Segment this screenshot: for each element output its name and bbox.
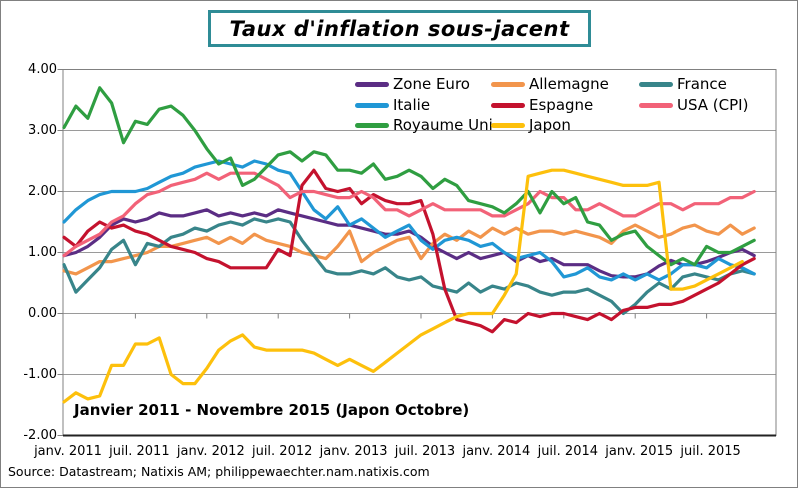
source-note: Source: Datastream; Natixis AM; philippe… bbox=[8, 464, 430, 479]
legend-swatch-usa-cpi bbox=[639, 103, 673, 108]
x-axis-label-8: juil. 2014 bbox=[537, 444, 599, 459]
x-axis-label-7: janv. 2014 bbox=[462, 444, 531, 459]
series-line-allemagne bbox=[62, 223, 756, 276]
chart-title: Taux d'inflation sous-jacent bbox=[229, 16, 570, 41]
series-line-espagne bbox=[62, 168, 756, 334]
legend-label-allemagne: Allemagne bbox=[529, 75, 609, 93]
legend-swatch-italie bbox=[355, 103, 389, 108]
series-line-italie bbox=[62, 159, 756, 282]
x-axis-label-3: janv. 2012 bbox=[176, 444, 245, 459]
legend-swatch-japon bbox=[491, 123, 525, 128]
series-line-france bbox=[62, 217, 756, 316]
x-axis-label-10: juil. 2015 bbox=[680, 444, 741, 459]
title-box: Taux d'inflation sous-jacent bbox=[208, 10, 591, 47]
legend-swatch-royaume-uni bbox=[355, 123, 389, 128]
series-line-usa-cpi bbox=[62, 171, 756, 258]
y-axis-label--2.00: -2.00 bbox=[23, 427, 57, 443]
y-axis-label-1.00: 1.00 bbox=[28, 244, 57, 260]
legend-label-japon: Japon bbox=[529, 116, 571, 134]
legend-label-royaume-uni: Royaume Uni bbox=[393, 116, 493, 134]
x-axis-label-5: janv. 2013 bbox=[319, 444, 388, 459]
legend-swatch-france bbox=[639, 82, 673, 87]
series-line-japon bbox=[62, 168, 744, 404]
y-axis-label-0.00: 0.00 bbox=[28, 305, 57, 321]
legend-label-zone-euro: Zone Euro bbox=[393, 75, 470, 93]
y-axis-label-2.00: 2.00 bbox=[28, 183, 57, 199]
legend-swatch-allemagne bbox=[491, 82, 525, 87]
y-axis-label--1.00: -1.00 bbox=[23, 366, 57, 382]
series-line-zone-euro bbox=[62, 208, 756, 279]
legend-label-italie: Italie bbox=[393, 96, 431, 114]
y-axis-label-4.00: 4.00 bbox=[28, 61, 57, 77]
x-axis-label-9: janv. 2015 bbox=[605, 444, 674, 459]
x-axis-label-2: juil. 2011 bbox=[109, 444, 170, 459]
x-axis-label-1: janv. 2011 bbox=[34, 444, 102, 459]
legend-label-france: France bbox=[677, 75, 727, 93]
legend-swatch-zone-euro bbox=[355, 82, 389, 87]
legend-swatch-espagne bbox=[491, 103, 525, 108]
x-axis-label-6: juil. 2013 bbox=[394, 444, 456, 459]
x-axis-label-4: juil. 2012 bbox=[251, 444, 313, 459]
legend-label-espagne: Espagne bbox=[529, 96, 594, 114]
y-axis-label-3.00: 3.00 bbox=[28, 122, 57, 138]
date-range-annotation: Janvier 2011 - Novembre 2015 (Japon Octo… bbox=[74, 401, 470, 419]
series-line-royaume-uni bbox=[62, 86, 756, 267]
legend-label-usa-cpi: USA (CPI) bbox=[677, 96, 749, 114]
